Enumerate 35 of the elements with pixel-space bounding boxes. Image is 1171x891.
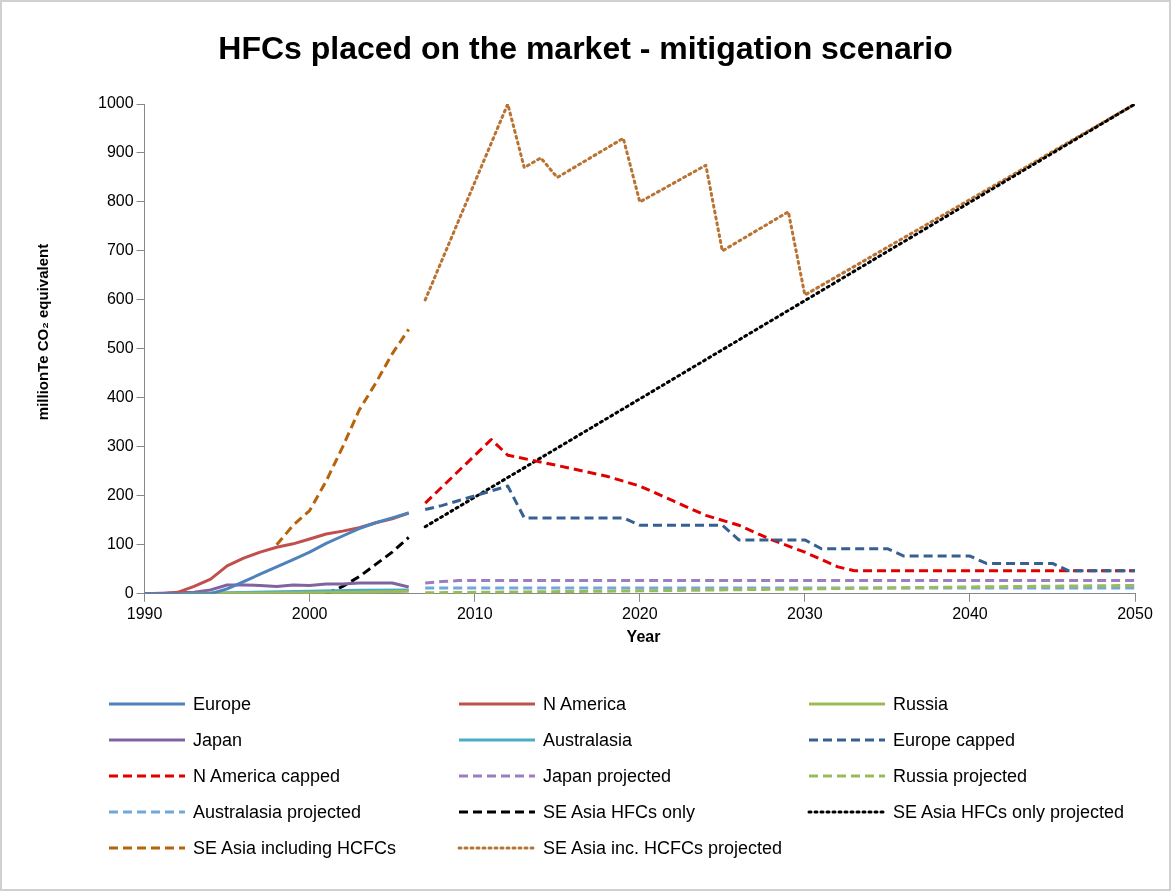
y-tick-label: 600	[106, 290, 134, 308]
legend-label: Russia	[893, 693, 949, 715]
y-tick-label: 1000	[98, 94, 134, 112]
x-tick-label: 2000	[291, 604, 328, 622]
y-tick-label: 900	[106, 143, 134, 161]
legend-label: Europe	[193, 693, 252, 715]
legend-label: N America capped	[193, 765, 341, 787]
chart-title: HFCs placed on the market - mitigation scenario	[217, 30, 954, 67]
y-tick-label: 400	[106, 388, 134, 406]
x-tick-label: 1990	[126, 604, 163, 622]
legend-label: Europe capped	[893, 729, 1016, 751]
legend-label: Australasia	[543, 729, 633, 751]
y-tick-label: 100	[106, 535, 134, 553]
legend-label: SE Asia HFCs only projected	[893, 801, 1125, 823]
legend-label: SE Asia including HCFCs	[193, 837, 397, 859]
y-tick-label: 800	[106, 192, 134, 210]
y-tick-label: 500	[106, 339, 134, 357]
y-tick-label: 200	[106, 486, 134, 504]
y-tick-label: 700	[106, 241, 134, 259]
legend-label: N America	[543, 693, 627, 715]
x-tick-label: 2050	[1117, 604, 1153, 622]
y-tick-label: 300	[106, 437, 134, 455]
legend-label: SE Asia inc. HCFCs projected	[543, 837, 783, 859]
x-tick-label: 2020	[622, 604, 658, 622]
x-axis-title: Year	[625, 628, 662, 646]
x-tick-label: 2010	[456, 604, 493, 622]
legend-label: Japan projected	[543, 765, 672, 787]
legend-label: Australasia projected	[193, 801, 362, 823]
x-tick-label: 2030	[787, 604, 823, 622]
y-tick-label: 0	[124, 584, 134, 602]
legend-label: Japan	[193, 729, 243, 751]
legend-label: SE Asia HFCs only	[543, 801, 696, 823]
y-axis-title: millionTe CO₂ equivalent	[33, 243, 51, 421]
legend-label: Russia projected	[893, 765, 1028, 787]
x-tick-label: 2040	[952, 604, 988, 622]
